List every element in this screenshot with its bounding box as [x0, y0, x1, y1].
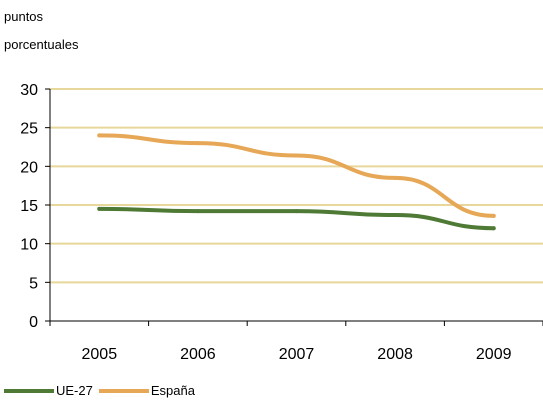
- y-tick-label-20: 20: [20, 159, 38, 176]
- legend-swatch-espana: [98, 388, 149, 393]
- y-tick-label-25: 25: [20, 121, 38, 138]
- legend-item-espana: España: [98, 383, 195, 398]
- data-point-espaa-2009: [491, 213, 496, 218]
- data-point-ue27-2009: [491, 226, 496, 231]
- legend: UE-27 España: [4, 383, 195, 398]
- y-tick-label-30: 30: [20, 82, 38, 99]
- data-point-ue27-2005: [97, 206, 102, 211]
- legend-swatch-ue27: [4, 388, 54, 393]
- x-tick-label-2005: 2005: [82, 346, 118, 363]
- data-point-espaa-2007: [294, 153, 299, 158]
- data-point-ue27-2008: [393, 213, 398, 218]
- data-point-ue27-2007: [294, 209, 299, 214]
- legend-item-ue27: UE-27: [4, 383, 93, 398]
- y-unit-label-line1: puntos: [4, 9, 44, 24]
- x-tick-label-2006: 2006: [180, 346, 216, 363]
- y-tick-label-0: 0: [29, 314, 38, 331]
- x-tick-label-2007: 2007: [279, 346, 315, 363]
- y-tick-label-10: 10: [20, 237, 38, 254]
- y-unit-label-line2: porcentuales: [4, 37, 79, 52]
- series-line-espaa: [97, 133, 496, 218]
- legend-label-espana: España: [150, 383, 195, 398]
- data-point-ue27-2006: [195, 209, 200, 214]
- y-tick-label-5: 5: [29, 275, 38, 292]
- data-point-espaa-2008: [393, 175, 398, 180]
- x-tick-label-2008: 2008: [377, 346, 413, 363]
- x-tick-label-2009: 2009: [476, 346, 512, 363]
- data-point-espaa-2005: [97, 133, 102, 138]
- legend-label-ue27: UE-27: [56, 383, 93, 398]
- data-point-espaa-2006: [195, 141, 200, 146]
- y-tick-label-15: 15: [20, 198, 38, 215]
